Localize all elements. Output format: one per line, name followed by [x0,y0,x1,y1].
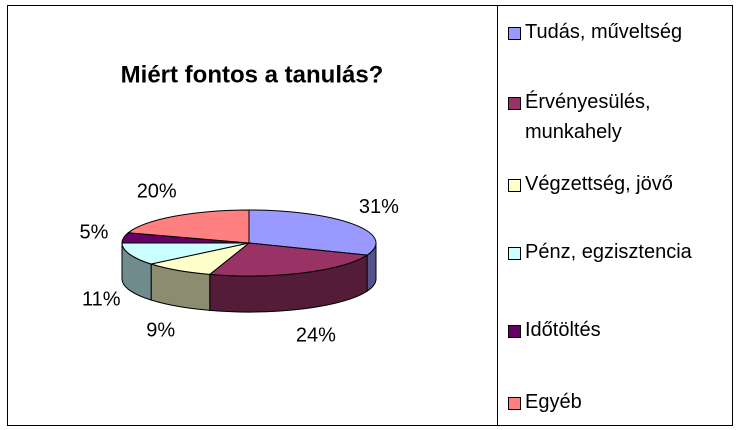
legend-swatch [508,27,521,40]
legend-label: Egyéb [525,391,582,413]
legend-swatch [508,397,521,410]
chart-title: Miért fontos a tanulás? [121,61,384,88]
legend-item: Végzettség, jövő [508,172,707,199]
data-label: 20% [137,180,177,202]
legend-swatch [508,97,521,110]
legend-label: Végzettség, jövő [525,173,673,195]
pie-slice [121,242,250,265]
pie-slice [126,209,250,244]
legend-label: Érvényesülés, munkahely [525,91,651,143]
data-label: 5% [79,221,108,243]
data-label: 9% [146,319,175,341]
legend-swatch [508,325,521,338]
data-label: 24% [296,324,336,346]
legend-swatch [508,179,521,192]
legend-label: Pénz, egzisztencia [525,241,692,263]
data-label: 11% [82,289,121,311]
legend-label: Tudás, műveltség [525,21,683,43]
pie-slice [248,209,377,256]
legend-item: Időtöltés [508,318,707,345]
legend-item: Érvényesülés, munkahely [508,90,707,147]
pie-slice [208,242,369,277]
data-label: 31% [359,196,399,218]
frame [7,5,733,426]
legend-label: Időtöltés [525,319,601,341]
legend-item: Pénz, egzisztencia [508,240,707,267]
legend-swatch [508,247,521,260]
legend-item: Tudás, műveltség [508,20,707,47]
legend-item: Egyéb [508,390,707,417]
